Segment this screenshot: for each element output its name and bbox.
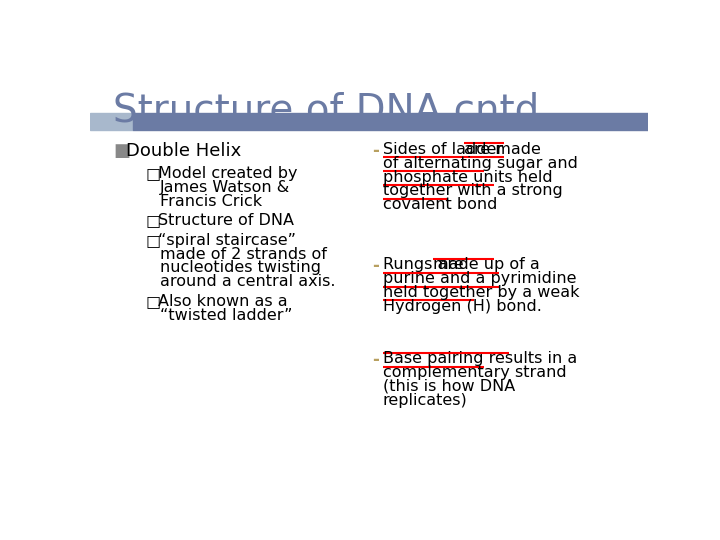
Text: Francis Crick: Francis Crick [160,194,262,209]
Text: phosphate units held: phosphate units held [383,170,552,185]
Text: made of 2 strands of: made of 2 strands of [160,247,327,261]
Text: Model created by: Model created by [158,166,297,181]
Bar [90,113,132,130]
Text: replicates): replicates) [383,393,468,408]
Text: □: □ [145,166,161,181]
Text: are made: are made [464,142,541,157]
Text: together with a strong: together with a strong [383,184,563,198]
Text: Base pairing results in a: Base pairing results in a [383,351,577,366]
Text: made up of a: made up of a [433,257,540,272]
Text: □: □ [145,213,161,228]
Text: Sides of ladder: Sides of ladder [383,142,508,157]
Text: -: - [372,142,379,160]
Text: □: □ [145,294,161,309]
Text: -: - [372,257,379,275]
Text: covalent bond: covalent bond [383,197,498,212]
Text: ■: ■ [113,142,130,160]
Text: “twisted ladder”: “twisted ladder” [160,308,292,323]
Text: “spiral staircase”: “spiral staircase” [158,233,296,248]
Text: of alternating sugar and: of alternating sugar and [383,156,578,171]
Text: Double Helix: Double Helix [126,142,241,160]
Text: Structure of DNA: Structure of DNA [158,213,294,228]
Text: (this is how DNA: (this is how DNA [383,379,516,394]
Text: complementary strand: complementary strand [383,365,567,380]
Text: Structure of DNA cntd.: Structure of DNA cntd. [113,92,552,130]
Text: held together by a weak: held together by a weak [383,285,580,300]
Text: around a central axis.: around a central axis. [160,274,336,289]
Text: □: □ [145,233,161,248]
Text: Rungs are: Rungs are [383,257,469,272]
Bar [132,113,648,130]
Text: Hydrogen (H) bond.: Hydrogen (H) bond. [383,299,542,314]
Text: Also known as a: Also known as a [158,294,288,309]
Text: purine and a pyrimidine: purine and a pyrimidine [383,271,577,286]
Text: -: - [372,351,379,369]
Text: nucleotides twisting: nucleotides twisting [160,260,320,275]
Text: James Watson &: James Watson & [160,180,290,195]
